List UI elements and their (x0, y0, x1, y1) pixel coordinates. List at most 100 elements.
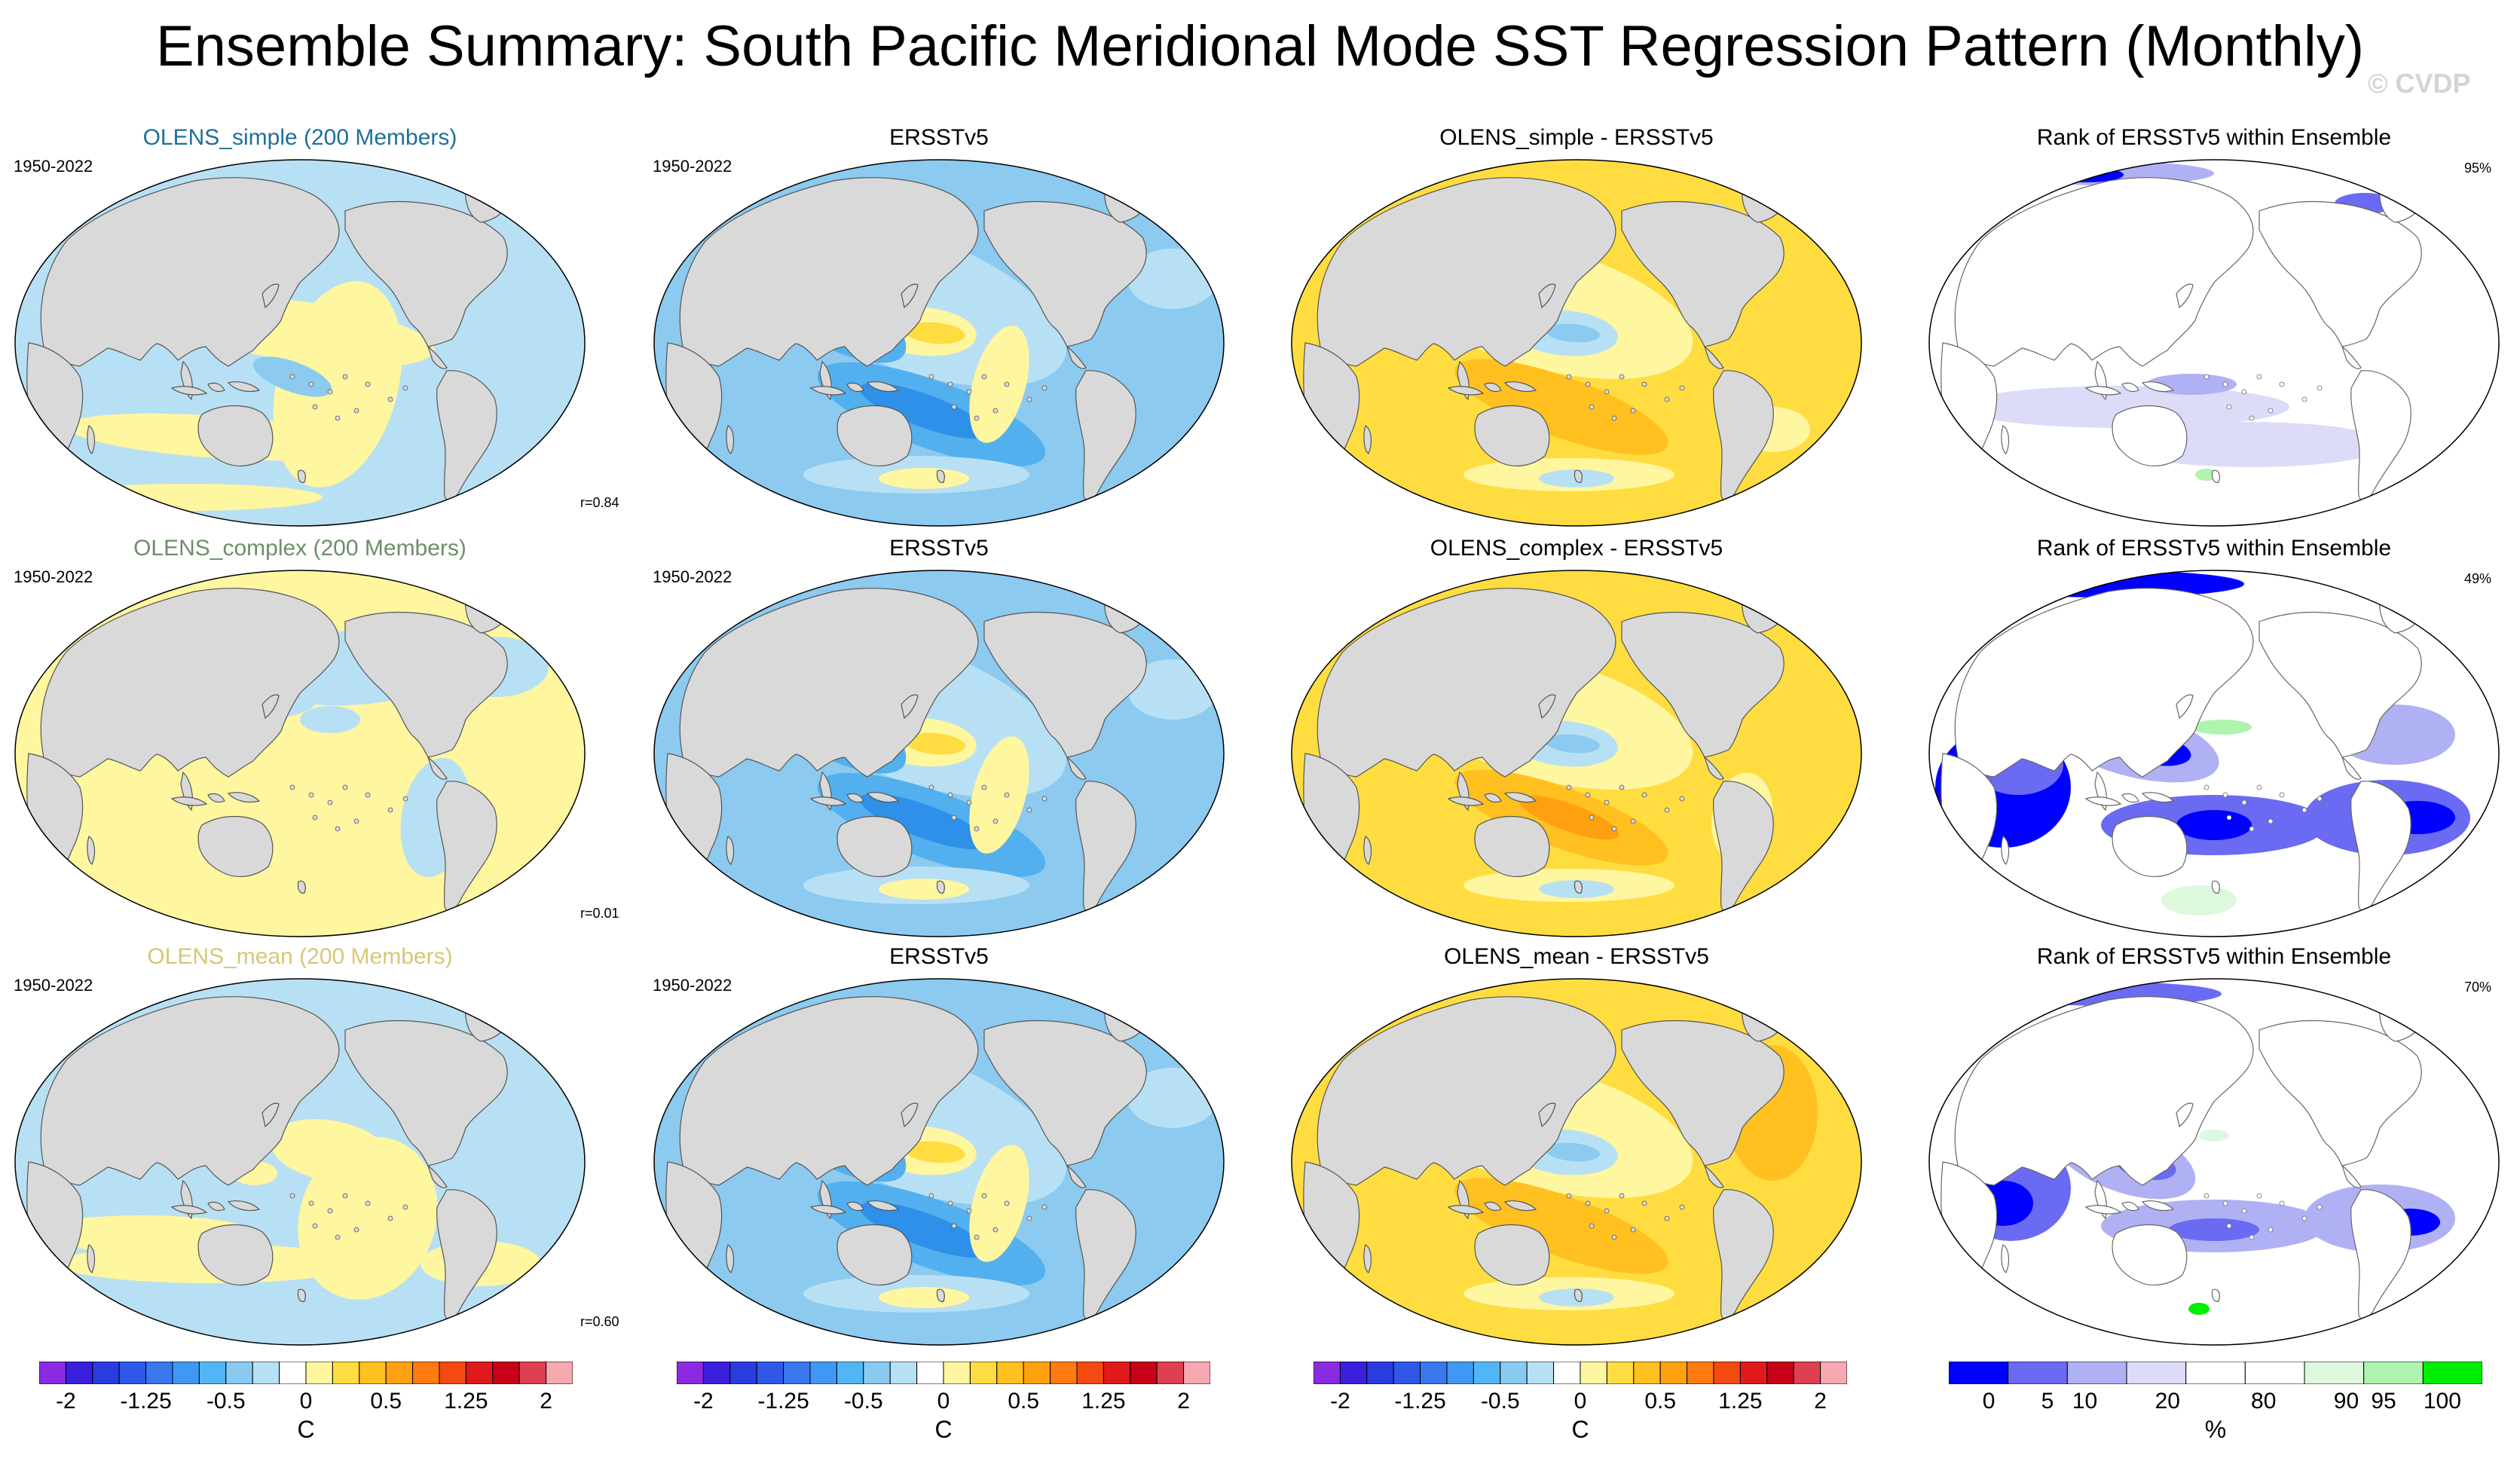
colorbar-swatch (1156, 1362, 1185, 1384)
colorbar-swatch (332, 1362, 360, 1384)
land-mass (170, 1205, 208, 1215)
panel-diff-row-3: OLENS_mean - ERSSTv5 (1290, 944, 1863, 1346)
island (1026, 396, 1032, 402)
colorbar-tick-label: 0.5 (1008, 1389, 1040, 1414)
island (1566, 1193, 1572, 1199)
colorbar-swatch (1713, 1362, 1741, 1384)
island (2222, 381, 2228, 387)
colorbar-tick-label: 0 (1573, 1389, 1587, 1414)
colorbar-swatch (1130, 1362, 1158, 1384)
colorbar-tick-label: 0.5 (370, 1389, 402, 1414)
island (1611, 1234, 1617, 1240)
island (947, 381, 953, 387)
map-border (1928, 978, 2500, 1346)
land-mass (679, 588, 979, 778)
land-outline (2084, 1205, 2122, 1215)
sst-anomaly-negative (1546, 323, 1600, 343)
sst-anomaly-positive (969, 326, 1029, 443)
colorbar-swatch (359, 1362, 387, 1384)
colorbar-tick-label: 95 (2371, 1389, 2396, 1414)
model-map (14, 159, 586, 527)
panel-model-row-3: OLENS_mean (200 Members) 1950-2022 r=0.60 (14, 944, 619, 1346)
colorbar-tick-label: 0 (937, 1389, 950, 1414)
colorbar-swatch (1446, 1362, 1474, 1384)
colorbar-swatch (1393, 1362, 1421, 1384)
rank-high (2191, 720, 2252, 735)
island (974, 415, 980, 421)
colorbar-swatch (756, 1362, 784, 1384)
colorbar-tick-label: 10 (2072, 1389, 2098, 1414)
panel-model-row-1: OLENS_simple (200 Members) 1950-2022 r=0.8… (14, 125, 619, 527)
island (353, 1227, 359, 1233)
island (2317, 1204, 2323, 1210)
land-mass (1713, 781, 1774, 912)
land-mass (866, 381, 900, 393)
island (1589, 1223, 1595, 1229)
island (1566, 784, 1572, 790)
land-mass (726, 836, 735, 865)
colorbar-tick-label: 80 (2251, 1389, 2277, 1414)
island (992, 408, 999, 414)
colorbar-swatch (198, 1362, 227, 1384)
land-mass (1503, 381, 1537, 393)
land-outline (2112, 1224, 2188, 1285)
panel-title: OLENS_complex - ERSSTv5 (1430, 536, 1723, 561)
island (402, 1204, 408, 1210)
land-mass (1474, 815, 1550, 877)
colorbar-swatch (412, 1362, 440, 1384)
island (2279, 381, 2285, 387)
island (928, 784, 934, 790)
land-outline (2350, 370, 2411, 501)
island (1585, 792, 1591, 798)
colorbar-swatch (677, 1362, 704, 1384)
panel-rank-row-2: Rank of ERSSTv5 within Ensemble 49% (1928, 536, 2500, 938)
land-mass (170, 386, 208, 396)
island (1585, 381, 1591, 387)
island (335, 415, 341, 421)
colorbar-unit: % (2204, 1416, 2227, 1443)
island (2279, 1200, 2285, 1206)
land-outline (2141, 381, 2175, 393)
land-mass (1573, 880, 1583, 894)
land-mass (427, 1164, 448, 1188)
colorbar-swatch (1606, 1362, 1635, 1384)
period-label: 1950-2022 (14, 976, 93, 995)
island (2241, 1208, 2247, 1214)
island (2203, 784, 2210, 790)
land-mass (983, 200, 1147, 347)
land-mass (726, 1244, 735, 1273)
land-mass (1621, 1019, 1784, 1166)
land-mass (936, 469, 945, 483)
island (1004, 792, 1010, 798)
colorbar-swatch (1766, 1362, 1794, 1384)
colorbar-swatch (729, 1362, 757, 1384)
colorbar-swatch (1314, 1362, 1341, 1384)
model-map (14, 570, 586, 937)
land-outline (2211, 880, 2220, 894)
land-mass (436, 1189, 497, 1320)
land-mass (1503, 792, 1537, 803)
obs-map (653, 978, 1225, 1346)
colorbar-swatch (836, 1362, 864, 1384)
panel-obs-row-3: ERSSTv5 1950-2022 (653, 944, 1225, 1346)
land-mass (1621, 611, 1784, 758)
land-outline (2084, 796, 2122, 806)
land-mass (344, 200, 508, 347)
land-mass (1573, 469, 1583, 483)
land-mass (901, 1102, 919, 1128)
land-mass (436, 370, 497, 501)
island (342, 374, 348, 380)
island (2222, 1200, 2228, 1206)
land-mass (1484, 793, 1502, 803)
rank-low (1958, 386, 2289, 428)
panel-title: OLENS_simple - ERSSTv5 (1439, 125, 1714, 150)
island (327, 799, 333, 805)
land-outline (2112, 815, 2188, 877)
colorbar-swatch (1050, 1362, 1078, 1384)
island (992, 818, 999, 824)
island (1589, 815, 1595, 821)
island (981, 1193, 987, 1199)
colorbar-swatches (1314, 1362, 1847, 1384)
colorbar-swatch (92, 1362, 120, 1384)
map-border (14, 570, 586, 937)
